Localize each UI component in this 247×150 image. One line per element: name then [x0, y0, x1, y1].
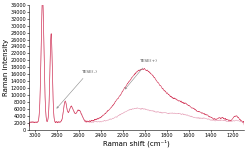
X-axis label: Raman shift (cm⁻¹): Raman shift (cm⁻¹) — [103, 140, 170, 147]
Text: TESE(+): TESE(+) — [125, 59, 157, 89]
Y-axis label: Raman intensity: Raman intensity — [3, 39, 9, 96]
Text: TESE(-): TESE(-) — [57, 70, 97, 108]
